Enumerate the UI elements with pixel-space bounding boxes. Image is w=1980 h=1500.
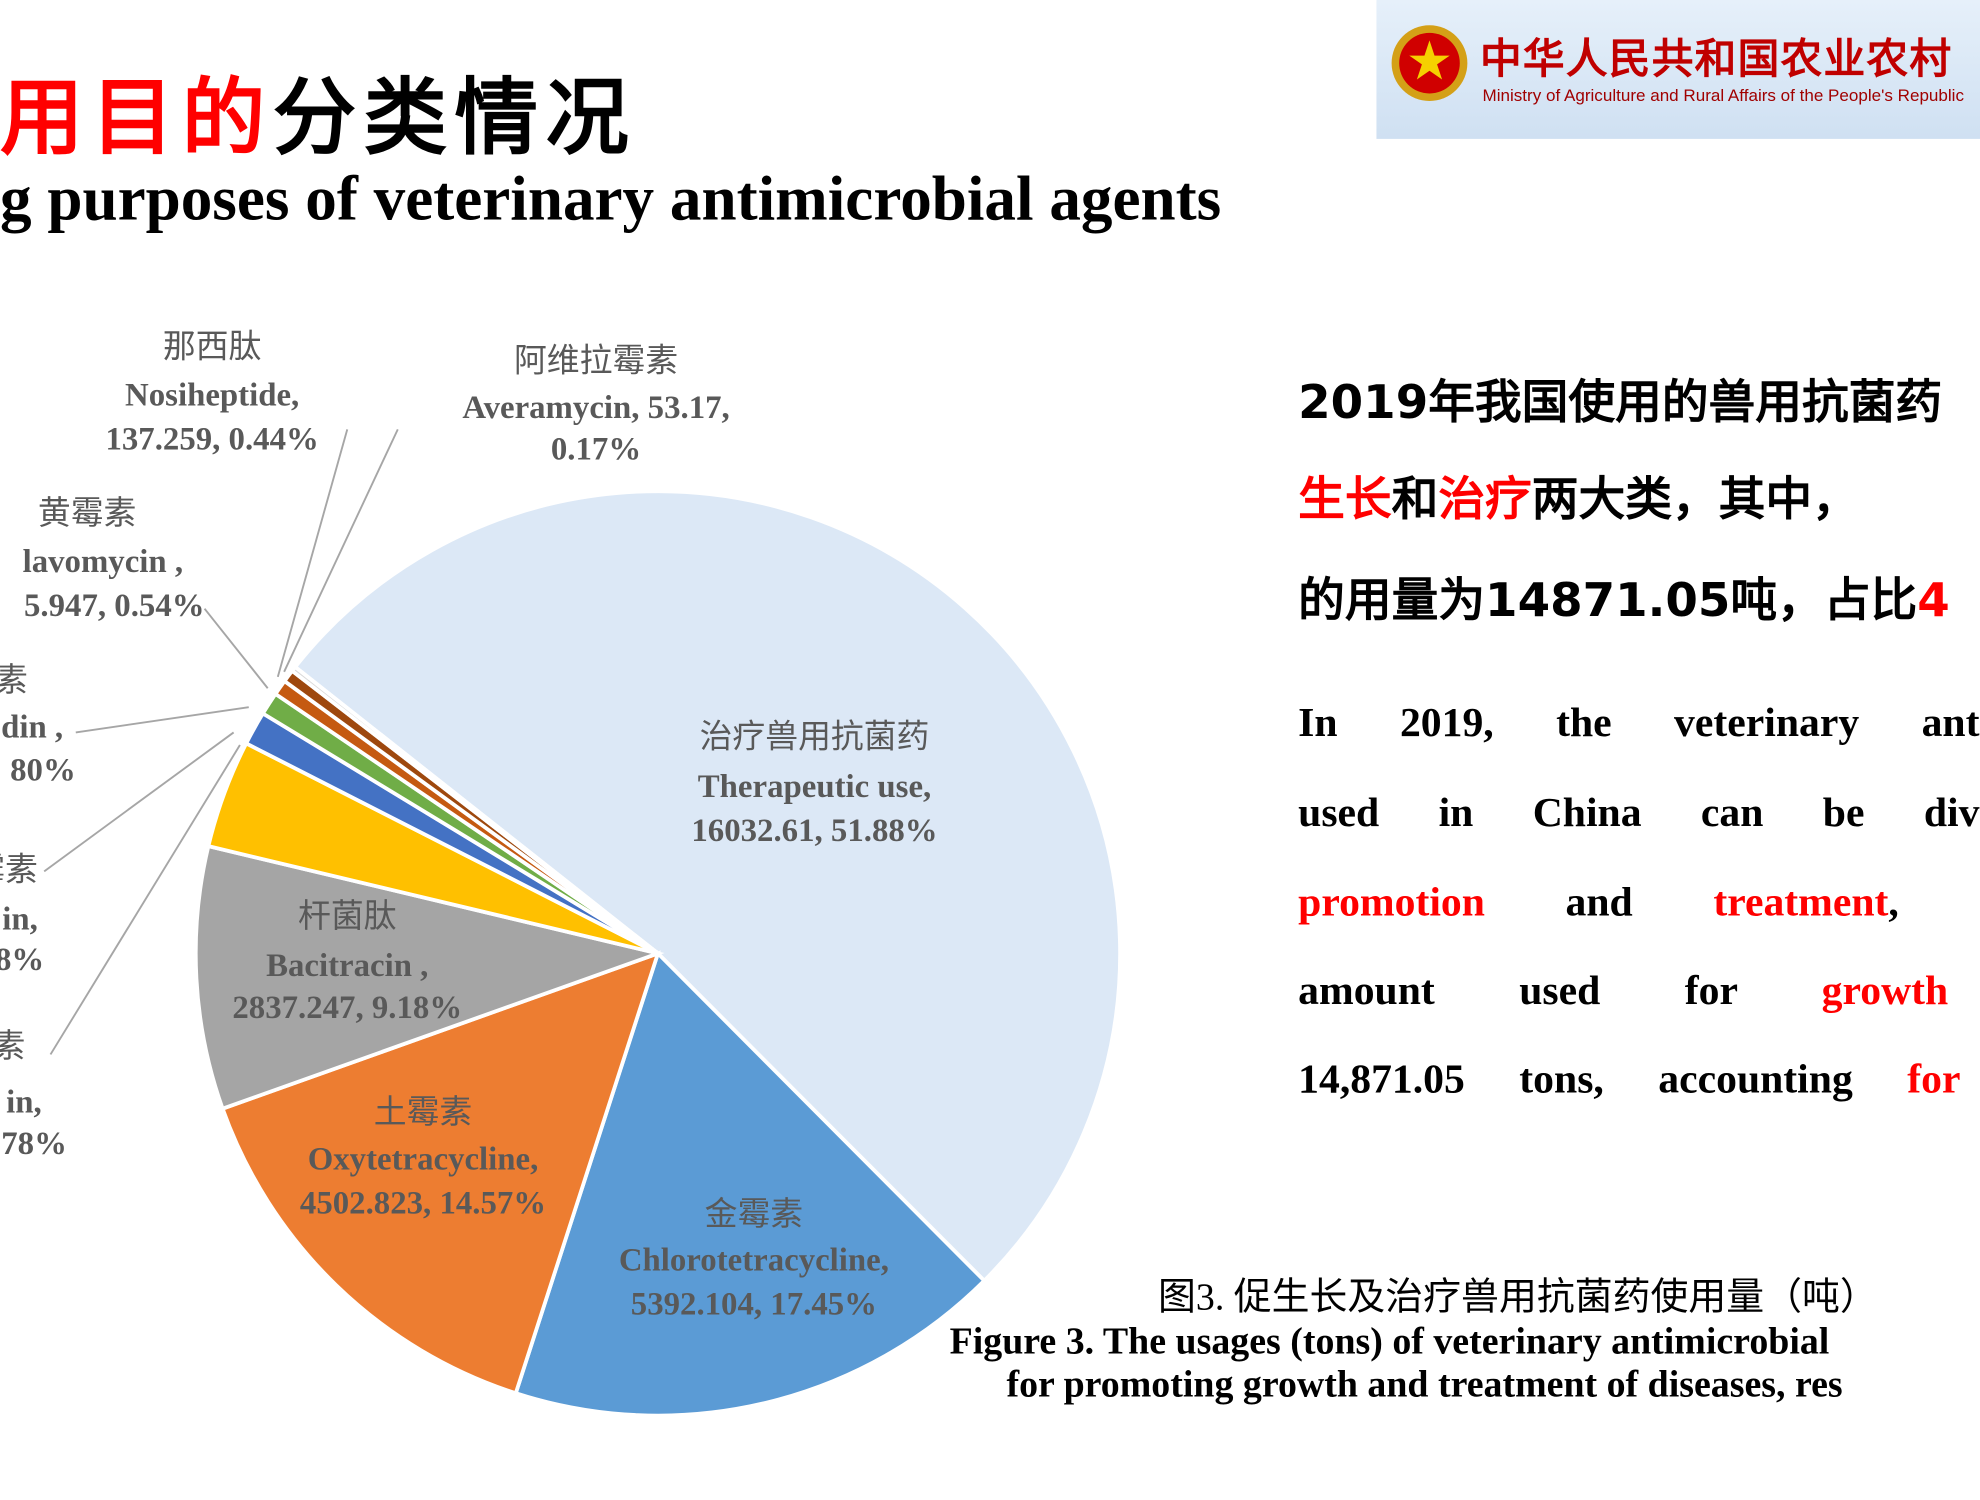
text-segment: , amo bbox=[1888, 880, 1980, 926]
caption-en: Figure 3. The usages (tons) of veterinar… bbox=[949, 1320, 1830, 1363]
leader-line bbox=[203, 608, 269, 689]
data-label: 8% bbox=[0, 942, 44, 978]
text-segment: 2019年我国使用的兽用抗菌药 bbox=[1298, 375, 1943, 430]
slice-label-en: in, bbox=[6, 1084, 42, 1120]
caption-en: for promoting growth and treatment of di… bbox=[1006, 1363, 1843, 1406]
text-line: 生长和治疗两大类，其中， bbox=[1298, 461, 1859, 529]
title-black: 分类情况 bbox=[272, 68, 637, 167]
slice-label-cn: 素 bbox=[0, 661, 28, 699]
leader-line bbox=[43, 731, 235, 873]
text-segment: 生长 bbox=[1298, 472, 1392, 527]
logo-cn: 中华人民共和国农业农村 bbox=[1480, 34, 1953, 84]
slice-label-cn: 霉素 bbox=[0, 850, 38, 888]
text-line: 的用量为14871.05吨，占比4 bbox=[1298, 562, 1950, 630]
emblem bbox=[1391, 25, 1468, 102]
text-segment: and bbox=[1484, 880, 1714, 926]
text-line: 2019年我国使用的兽用抗菌药 bbox=[1298, 364, 1942, 432]
pie-slice bbox=[292, 489, 1122, 1284]
slice-label-en: Oxytetracycline, bbox=[308, 1141, 539, 1177]
text-segment: for 48 bbox=[1907, 1056, 1960, 1103]
text-line: amount used for growth p bbox=[1298, 969, 1980, 1016]
data-label: 0.17% bbox=[551, 432, 641, 468]
slice-label-cn: 土霉素 bbox=[374, 1093, 472, 1131]
slice-label-cn: 阿维拉霉素 bbox=[514, 341, 678, 379]
text-segment: 的用量为14871.05吨，占比 bbox=[1298, 573, 1918, 628]
slice-label-en: Chlorotetracycline, bbox=[619, 1242, 889, 1278]
logo: 中华人民共和国农业农村 Ministry of Agriculture and … bbox=[1376, 0, 1980, 139]
slice-label-en: din , bbox=[1, 709, 63, 745]
slide-title: 用目的分类情况 bbox=[0, 51, 636, 172]
slice-label-cn: 素 bbox=[0, 1027, 25, 1065]
slice-label-en: Nosiheptide, bbox=[125, 377, 299, 413]
text-segment: growth p bbox=[1821, 968, 1949, 1015]
slice-label-en: Therapeutic use, bbox=[698, 769, 931, 805]
data-label: 4502.823, 14.57% bbox=[300, 1186, 546, 1222]
slide-subtitle: g purposes of veterinary antimicrobial a… bbox=[0, 162, 1222, 234]
slice-label-en: Bacitracin , bbox=[266, 948, 428, 984]
data-label: 16032.61, 51.88% bbox=[691, 813, 937, 849]
leader-line bbox=[283, 428, 399, 673]
text-segment: promotion bbox=[1298, 880, 1485, 926]
text-line: 14,871.05 tons, accounting for 48 bbox=[1298, 1057, 1980, 1104]
data-label: 137.259, 0.44% bbox=[105, 422, 318, 458]
data-label: 5.947, 0.54% bbox=[24, 588, 205, 624]
text-segment: 14,871.05 tons, accounting bbox=[1298, 1056, 1908, 1103]
pie-slice bbox=[220, 950, 661, 1396]
text-segment: 和 bbox=[1391, 472, 1439, 527]
pie-chart: 治疗兽用抗菌药 Therapeutic use, 16032.61, 51.88% 金… bbox=[0, 328, 1122, 1418]
data-label: 2837.247, 9.18% bbox=[232, 990, 462, 1026]
leader-line bbox=[276, 429, 349, 678]
pie-slice bbox=[513, 949, 987, 1418]
text-segment: In 2019, the veterinary antimic bbox=[1298, 700, 1980, 747]
slice-label-en: Averamycin, 53.17, bbox=[462, 390, 729, 426]
caption-cn: 图3. 促生长及治疗兽用抗菌药使用量（吨） bbox=[1157, 1276, 1878, 1319]
slice-label-en: lavomycin , bbox=[23, 544, 183, 580]
text-line: In 2019, the veterinary antimic bbox=[1298, 701, 1980, 748]
pie-slice bbox=[289, 664, 660, 955]
slice-label-cn: 那西肽 bbox=[163, 328, 261, 366]
slice-label-cn: 治疗兽用抗菌药 bbox=[700, 718, 930, 756]
slice-label-cn: 黄霉素 bbox=[38, 494, 136, 532]
leader-line bbox=[49, 744, 241, 1055]
text-line: promotion and treatment, amo bbox=[1298, 880, 1980, 927]
logo-en: Ministry of Agriculture and Rural Affair… bbox=[1482, 85, 1965, 105]
leader-line bbox=[75, 706, 249, 734]
slice-label-en: in, bbox=[2, 901, 38, 937]
data-label: 5392.104, 17.45% bbox=[631, 1287, 877, 1323]
data-label: 78% bbox=[1, 1126, 67, 1162]
pie-slice bbox=[193, 843, 665, 1112]
text-segment: amount used for bbox=[1298, 968, 1822, 1015]
text-line: used in China can be divided bbox=[1298, 791, 1980, 838]
data-label: 80% bbox=[10, 752, 76, 788]
text-segment: 两大类，其中， bbox=[1531, 472, 1859, 527]
text-segment: used in China can be divided bbox=[1298, 790, 1980, 836]
slice-label-cn: 金霉素 bbox=[705, 1195, 803, 1233]
text-segment: 治疗 bbox=[1438, 472, 1532, 527]
slice-label-cn: 杆菌肽 bbox=[298, 897, 396, 935]
title-red: 用目的 bbox=[0, 68, 273, 167]
text-segment: treatment bbox=[1713, 880, 1889, 926]
text-segment: 4 bbox=[1917, 573, 1950, 628]
